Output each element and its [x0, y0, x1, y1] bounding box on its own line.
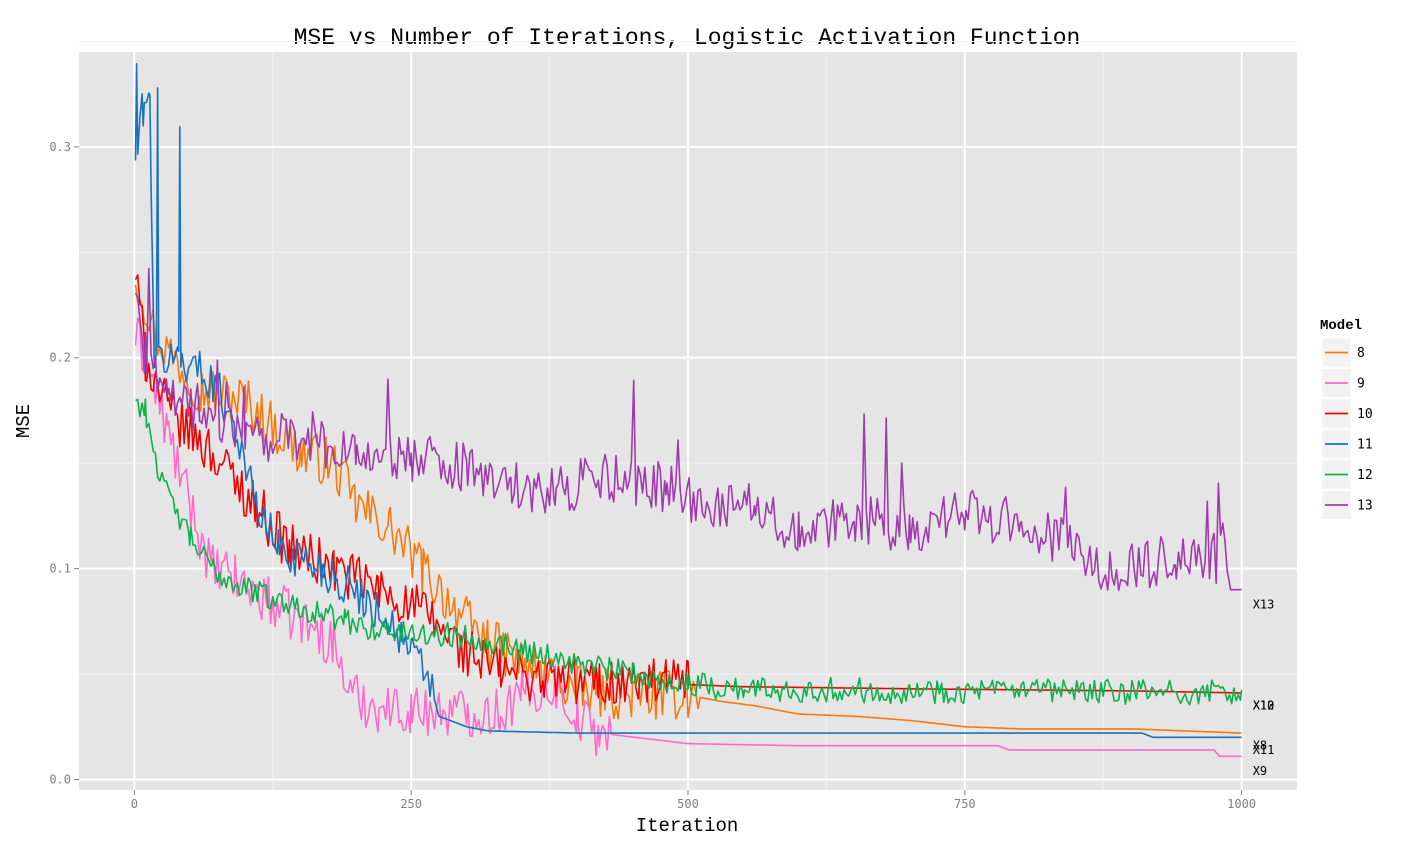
x-tick-label: 750 [954, 797, 976, 811]
chart-title: MSE vs Number of Iterations, Logistic Ac… [294, 25, 1081, 51]
y-tick-label: 0.2 [49, 351, 71, 365]
series-layer [134, 62, 1243, 758]
x-axis-title: Iteration [636, 815, 739, 837]
x-tick-label: 0 [131, 797, 138, 811]
legend-label: 8 [1357, 346, 1365, 361]
series-line-model-11 [134, 62, 1242, 739]
legend-label: 11 [1357, 438, 1373, 453]
series-line-model-13 [134, 267, 1242, 592]
end-label: X8 [1253, 739, 1267, 753]
legend-title: Model [1320, 318, 1362, 334]
legend-label: 9 [1357, 377, 1365, 392]
legend: Model 8 9 10 11 12 13 [1320, 318, 1373, 520]
x-tick-label: 250 [400, 797, 422, 811]
y-tick-label: 0.1 [49, 562, 71, 576]
legend-label: 10 [1357, 407, 1373, 422]
y-tick-label: 0.0 [49, 772, 71, 786]
legend-label: 13 [1357, 499, 1373, 514]
end-label: X10 [1253, 699, 1275, 713]
end-label: X12 [1253, 699, 1275, 713]
y-axis-ticks: 0.0 0.1 0.2 0.3 [49, 140, 79, 786]
series-line-model-12 [135, 398, 1243, 706]
x-tick-label: 500 [677, 797, 699, 811]
end-label: X13 [1253, 597, 1275, 611]
x-axis-ticks: 0 250 500 750 1000 [131, 790, 1256, 811]
legend-items: 8 9 10 11 12 13 [1321, 337, 1373, 520]
y-tick-label: 0.3 [49, 140, 71, 154]
y-axis-title: MSE [13, 404, 35, 438]
x-tick-label: 1000 [1227, 797, 1256, 811]
end-label: X9 [1253, 764, 1267, 778]
end-label: X11 [1253, 743, 1275, 757]
legend-label: 12 [1357, 468, 1373, 483]
series-line-model-9 [134, 317, 1242, 758]
